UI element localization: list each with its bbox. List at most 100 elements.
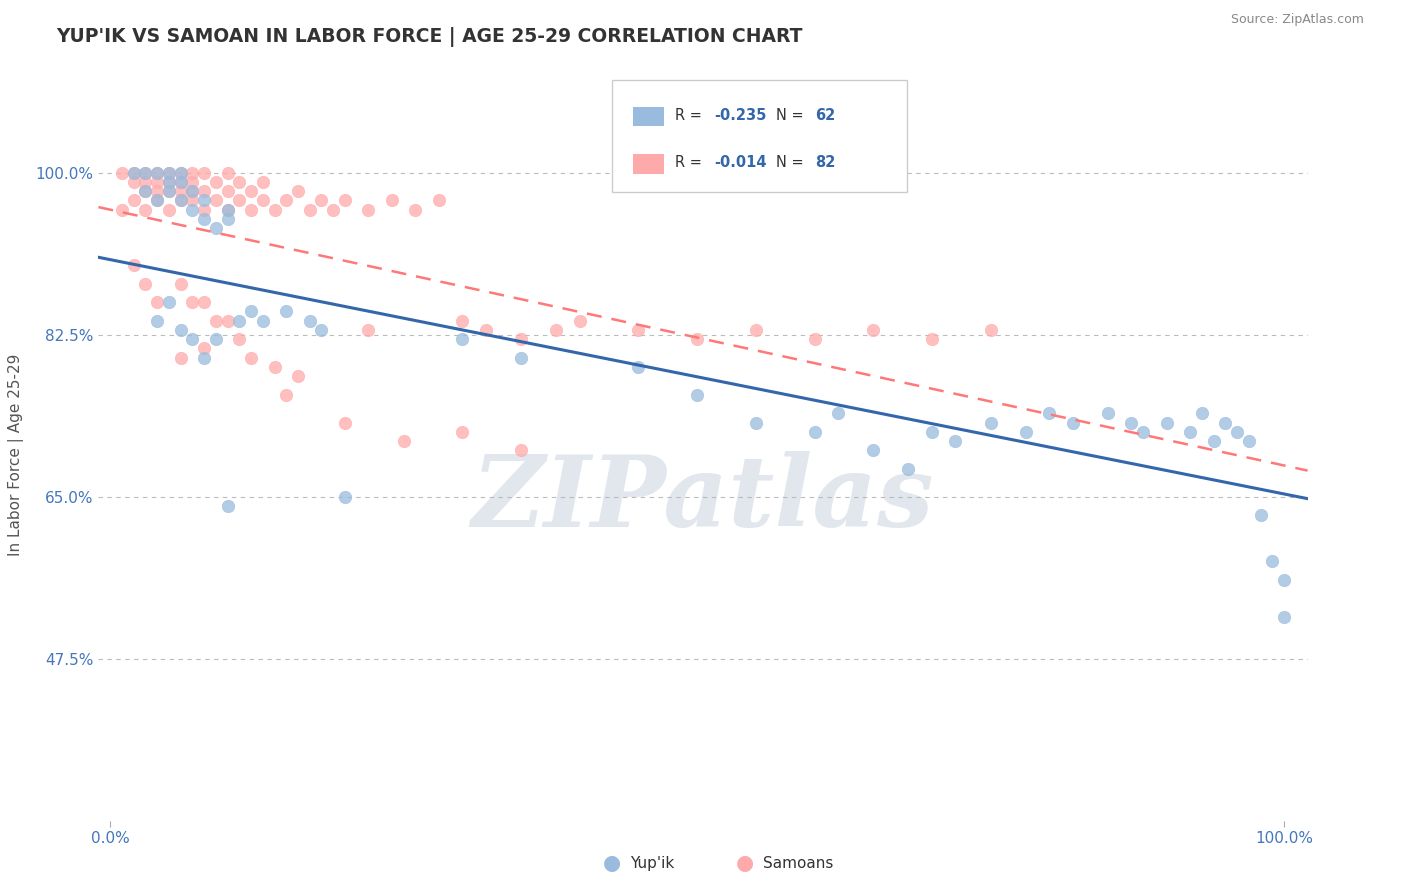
Point <box>204 194 226 208</box>
Point <box>122 165 145 179</box>
Point <box>263 202 285 217</box>
Point <box>1062 416 1084 430</box>
Point <box>298 313 321 327</box>
Point <box>240 351 263 365</box>
Point <box>134 184 156 198</box>
Point <box>745 323 768 337</box>
Point <box>568 313 591 327</box>
Point <box>122 165 145 179</box>
Point <box>146 175 169 189</box>
Point <box>240 304 263 318</box>
Text: 62: 62 <box>815 108 835 123</box>
Point <box>627 323 650 337</box>
Text: Yup'ik: Yup'ik <box>630 856 673 871</box>
Point <box>157 295 180 310</box>
Point <box>686 388 709 402</box>
Point <box>146 165 169 179</box>
Point <box>157 175 180 189</box>
Text: N =: N = <box>776 108 808 123</box>
Point <box>134 165 156 179</box>
Point <box>169 165 191 179</box>
Point <box>1156 416 1178 430</box>
Point <box>686 332 709 346</box>
Point <box>862 443 884 458</box>
Point <box>745 416 768 430</box>
Point <box>1180 425 1202 439</box>
Point <box>451 313 474 327</box>
Point <box>333 490 356 504</box>
Point <box>134 202 156 217</box>
Point <box>181 202 204 217</box>
Point <box>157 202 180 217</box>
Point <box>451 425 474 439</box>
Point <box>146 313 169 327</box>
Point <box>111 202 134 217</box>
Point <box>193 295 215 310</box>
Point <box>546 323 568 337</box>
Point <box>475 323 498 337</box>
Text: Samoans: Samoans <box>763 856 834 871</box>
Point <box>1132 425 1154 439</box>
Point <box>921 425 943 439</box>
Point <box>945 434 967 448</box>
Point <box>217 211 239 226</box>
Point <box>357 202 380 217</box>
Point <box>134 175 156 189</box>
Point <box>311 323 333 337</box>
Point <box>193 342 215 356</box>
Point <box>228 332 250 346</box>
Point <box>1250 508 1272 522</box>
Point <box>169 323 191 337</box>
Text: Source: ZipAtlas.com: Source: ZipAtlas.com <box>1230 13 1364 27</box>
Point <box>181 175 204 189</box>
Point <box>276 388 298 402</box>
Point <box>276 194 298 208</box>
Point <box>181 165 204 179</box>
Point <box>980 416 1002 430</box>
Point <box>627 359 650 374</box>
Point <box>333 416 356 430</box>
Point <box>157 165 180 179</box>
Y-axis label: In Labor Force | Age 25-29: In Labor Force | Age 25-29 <box>8 354 24 556</box>
Point <box>1272 573 1295 587</box>
Point <box>827 406 849 420</box>
Point <box>1237 434 1260 448</box>
Text: R =: R = <box>675 155 706 170</box>
Point <box>193 194 215 208</box>
Point <box>803 425 825 439</box>
Text: N =: N = <box>776 155 808 170</box>
Point <box>193 202 215 217</box>
Point <box>1261 554 1284 568</box>
Point <box>217 165 239 179</box>
Point <box>169 184 191 198</box>
Point <box>311 194 333 208</box>
Point <box>392 434 415 448</box>
Point <box>181 332 204 346</box>
Point <box>404 202 426 217</box>
Point <box>510 332 533 346</box>
Point <box>169 277 191 291</box>
Point <box>1097 406 1119 420</box>
Point <box>357 323 380 337</box>
Point <box>381 194 404 208</box>
Point <box>510 443 533 458</box>
Point <box>217 499 239 513</box>
Point <box>169 194 191 208</box>
Point <box>193 184 215 198</box>
Point <box>217 202 239 217</box>
Point <box>134 277 156 291</box>
Point <box>157 165 180 179</box>
Point <box>897 462 920 476</box>
Text: -0.235: -0.235 <box>714 108 766 123</box>
Point <box>181 184 204 198</box>
Point <box>157 184 180 198</box>
Point <box>240 202 263 217</box>
Point <box>1191 406 1213 420</box>
Point <box>204 313 226 327</box>
Point <box>204 221 226 235</box>
Point <box>1015 425 1038 439</box>
Point <box>134 165 156 179</box>
Point <box>181 295 204 310</box>
Point <box>193 351 215 365</box>
Point <box>169 175 191 189</box>
